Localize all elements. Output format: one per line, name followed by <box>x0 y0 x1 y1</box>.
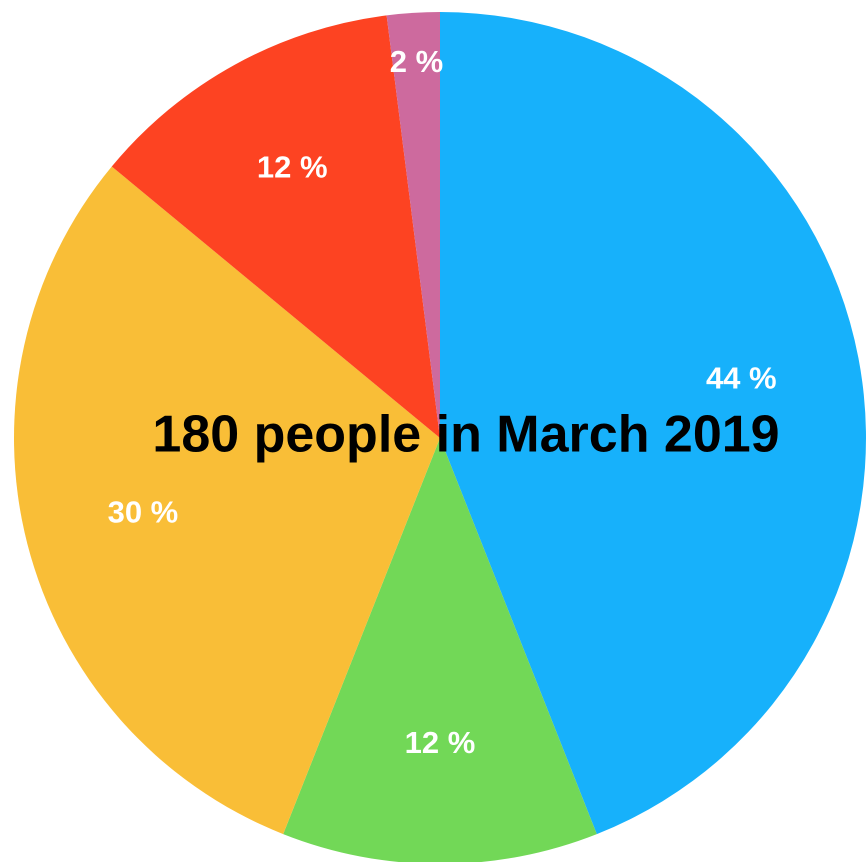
slice-label-2: 30 % <box>108 494 179 529</box>
pie-slice-4 <box>386 12 440 438</box>
slice-label-0: 44 % <box>706 361 777 396</box>
pie-slice-0 <box>440 12 866 835</box>
slice-labels: 44 % 12 % 30 % 12 % 2 % <box>108 44 777 760</box>
pie-slice-2 <box>13 166 440 835</box>
pie-slice-3 <box>111 15 441 439</box>
chart-title: 180 people in March 2019 <box>152 406 779 464</box>
pie-slice-1 <box>283 438 597 862</box>
slice-label-3: 12 % <box>257 149 328 184</box>
pie-slices <box>13 12 866 862</box>
slice-label-1: 12 % <box>405 725 476 760</box>
slice-label-4: 2 % <box>390 44 443 79</box>
